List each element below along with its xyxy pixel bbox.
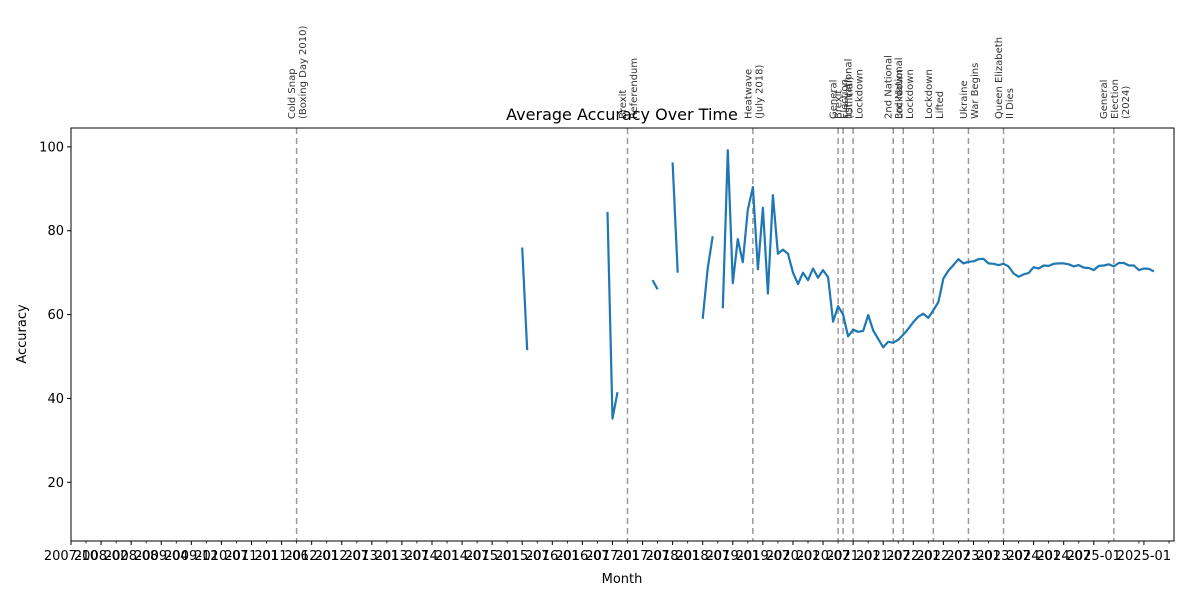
event-label: Election <box>840 79 851 119</box>
x-tick-label: 2012-07 <box>315 549 369 564</box>
chart-title: Average Accuracy Over Time <box>506 105 738 124</box>
x-tick-label: 2021-07 <box>856 549 910 564</box>
series-line-segment <box>521 247 529 351</box>
x-tick-label: 2022-01 <box>886 549 940 564</box>
series-line-segment <box>606 211 619 420</box>
x-tick-label: 2019-07 <box>736 549 790 564</box>
event-label: 2nd National <box>884 55 895 119</box>
event-label: Lockdown <box>895 69 906 119</box>
event-label: Heatwave <box>743 69 754 119</box>
event-label: War Begins <box>970 63 981 119</box>
x-tick-label: 2009-12 <box>164 549 218 564</box>
event-label: Brexit <box>834 90 845 119</box>
x-tick-label: 2017-07 <box>615 549 669 564</box>
accuracy-series <box>521 149 1155 420</box>
x-tick-label: 2025-01 <box>1067 549 1121 564</box>
event-label: 3rd National <box>894 58 905 120</box>
event-label: General <box>829 80 840 119</box>
x-tick-label: 2023-01 <box>946 549 1000 564</box>
event-label: Lockdown <box>924 69 935 119</box>
event-label: General <box>1099 80 1110 119</box>
series-line-segment <box>701 236 714 319</box>
x-tick-label: 2016-07 <box>555 549 609 564</box>
event-label: Cold Snap <box>287 68 298 119</box>
series-line-segment <box>671 162 679 273</box>
x-tick-label: 2008-02 <box>74 549 128 564</box>
y-tick-label: 20 <box>47 476 64 491</box>
y-tick-label: 40 <box>47 392 64 407</box>
x-tick-label: 2025-01 <box>1117 549 1171 564</box>
x-tick-label: 2009-04 <box>134 549 188 564</box>
x-tick-label: 2014-07 <box>435 549 489 564</box>
x-tick-label: 2017-01 <box>585 549 639 564</box>
x-tick-label: 2010-07 <box>194 549 248 564</box>
x-axis-label: Month <box>602 572 643 587</box>
x-tick-label: 2024-07 <box>1037 549 1091 564</box>
x-tick-label: 2011-06 <box>254 549 308 564</box>
event-label: (2024) <box>1121 86 1132 119</box>
x-axis: 2007-102008-022008-082009-042009-122010-… <box>44 541 1171 564</box>
event-label: Lockdown <box>855 69 866 119</box>
event-label: Lockdown <box>905 69 916 119</box>
y-tick-label: 100 <box>39 140 64 155</box>
x-tick-label: 2019-01 <box>706 549 760 564</box>
event-label: Election <box>1110 79 1121 119</box>
event-label: 1st National <box>844 59 855 119</box>
event-markers: Cold Snap (Boxing Day 2010) Brexit Referend… <box>287 25 1132 541</box>
y-tick-label: 60 <box>47 308 64 323</box>
y-axis-label: Accuracy <box>15 304 30 364</box>
x-tick-label: 2016-01 <box>525 549 579 564</box>
event-label: (Official) <box>845 76 856 119</box>
series-line-segment <box>721 149 1155 349</box>
x-tick-label: 2024-01 <box>1006 549 1060 564</box>
x-tick-label: 2018-01 <box>645 549 699 564</box>
event-label: Ukraine <box>959 80 970 119</box>
x-tick-label: 2013-07 <box>375 549 429 564</box>
plot-area-frame <box>70 127 1175 542</box>
event-label: II Dies <box>1005 88 1016 119</box>
y-axis: 20 40 60 80 100 <box>39 140 71 491</box>
x-tick-label: 2022-07 <box>916 549 970 564</box>
y-tick-label: 80 <box>47 224 64 239</box>
x-tick-label: 2020-01 <box>766 549 820 564</box>
x-tick-label: 2023-07 <box>976 549 1030 564</box>
x-tick-label: 2011-01 <box>224 549 278 564</box>
event-label: Brexit <box>618 90 629 119</box>
x-tick-label: 2013-01 <box>345 549 399 564</box>
event-label: Queen Elizabeth <box>994 37 1005 119</box>
x-tick-label: 2015-07 <box>495 549 549 564</box>
x-tick-label: 2007-10 <box>44 549 98 564</box>
event-label: Lifted <box>935 91 946 119</box>
x-tick-label: 2020-07 <box>796 549 850 564</box>
series-line-segment <box>651 279 659 290</box>
event-label: Referendum <box>629 58 640 119</box>
x-tick-label: 2008-08 <box>104 549 158 564</box>
x-tick-label: 2015-01 <box>465 549 519 564</box>
x-tick-label: 2014-01 <box>405 549 459 564</box>
x-tick-label: 2021-01 <box>826 549 880 564</box>
x-tick-label: 2018-07 <box>676 549 730 564</box>
x-tick-label: 2012-01 <box>284 549 338 564</box>
event-label: (July 2018) <box>754 64 765 119</box>
event-label: (Boxing Day 2010) <box>298 25 309 119</box>
